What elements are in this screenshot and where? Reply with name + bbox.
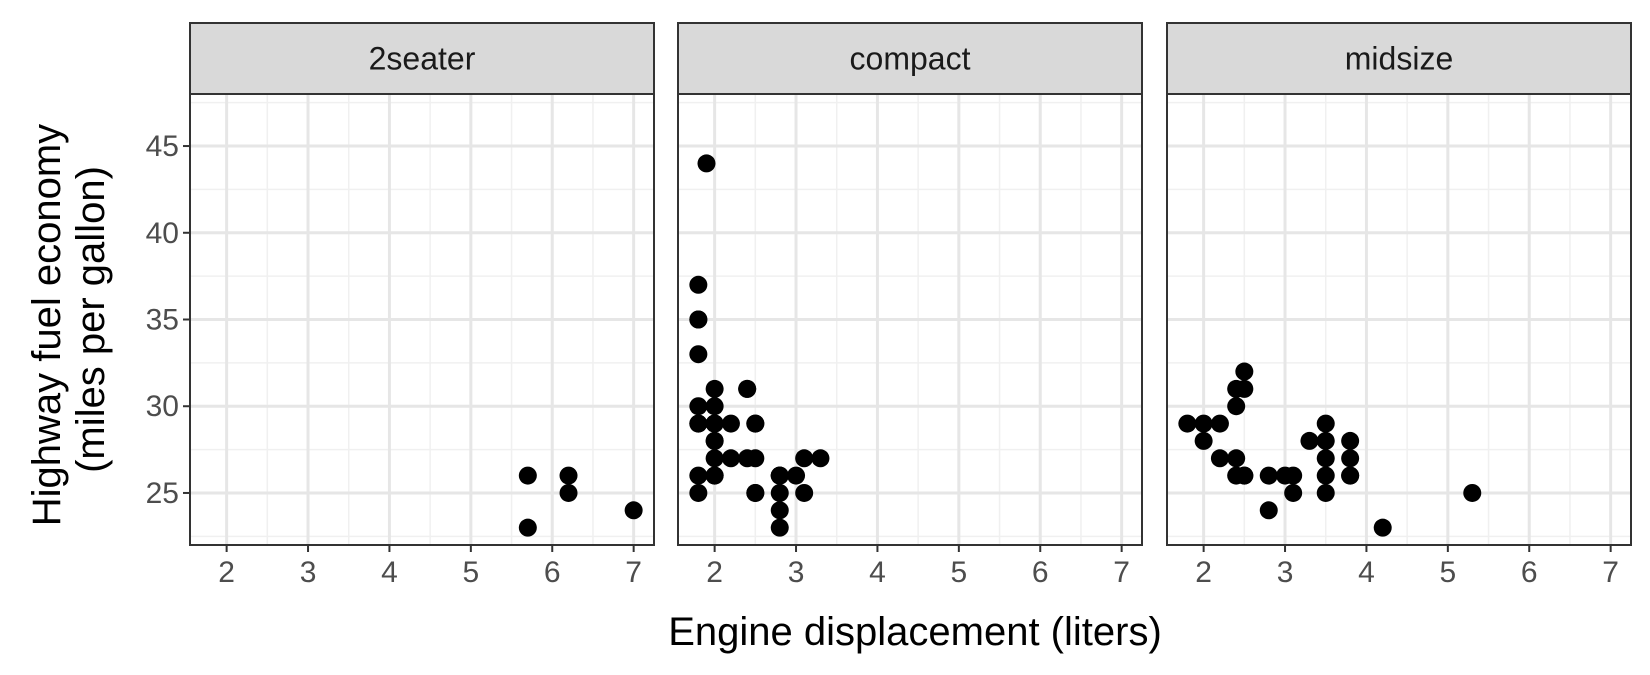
panel-border [677, 93, 1143, 546]
data-point [1463, 483, 1482, 502]
data-point [1316, 449, 1335, 468]
data-point [1235, 362, 1254, 381]
data-point [624, 501, 643, 520]
x-tick-label: 2 [218, 556, 235, 589]
data-point [1341, 466, 1360, 485]
x-axis-title: Engine displacement (liters) [668, 610, 1162, 654]
data-point [1284, 483, 1303, 502]
data-point [795, 449, 814, 468]
facet-strip-label: compact [850, 41, 971, 77]
data-point [559, 466, 578, 485]
data-point [689, 414, 708, 433]
facet-strip [189, 22, 655, 95]
y-tick-label: 25 [146, 477, 179, 510]
y-tick-label: 35 [146, 304, 179, 337]
data-point [1341, 449, 1360, 468]
x-tick-label: 6 [544, 556, 561, 589]
x-tick-label: 6 [1521, 556, 1538, 589]
data-point [1210, 414, 1229, 433]
x-tick-label: 7 [625, 556, 642, 589]
x-tick-label: 5 [1439, 556, 1456, 589]
data-point [721, 449, 740, 468]
data-point [1227, 379, 1246, 398]
x-tick-label: 3 [300, 556, 317, 589]
data-point [518, 518, 537, 537]
data-point [689, 310, 708, 329]
data-point [1235, 466, 1254, 485]
data-point [1284, 466, 1303, 485]
data-point [1300, 431, 1319, 450]
data-point [1194, 431, 1213, 450]
data-point [689, 275, 708, 294]
data-point [689, 466, 708, 485]
x-tick-label: 7 [1602, 556, 1619, 589]
y-tick-label: 30 [146, 390, 179, 423]
data-point [811, 449, 830, 468]
data-point [1316, 414, 1335, 433]
data-point [518, 466, 537, 485]
y-axis-title: Highway fuel economy (miles per gallon) [25, 113, 113, 527]
facet-panel-midsize: midsize 2 3 4 5 6 7 [1166, 22, 1632, 589]
panel-border [1166, 93, 1632, 546]
data-point [1316, 431, 1335, 450]
x-tick-label: 4 [381, 556, 398, 589]
x-tick-label: 4 [869, 556, 886, 589]
data-point [1178, 414, 1197, 433]
x-tick-label: 5 [462, 556, 479, 589]
data-point [738, 449, 757, 468]
x-tick-label: 3 [788, 556, 805, 589]
x-tick-label: 4 [1358, 556, 1375, 589]
data-point [1316, 483, 1335, 502]
data-point [705, 397, 724, 416]
x-tick-label: 6 [1032, 556, 1049, 589]
data-point [1259, 501, 1278, 520]
y-axis-title-line-1: Highway fuel economy [25, 124, 69, 526]
data-point [705, 431, 724, 450]
x-tick-label: 5 [950, 556, 967, 589]
data-point [1227, 449, 1246, 468]
data-point [689, 345, 708, 364]
data-point [1373, 518, 1392, 537]
data-point [705, 449, 724, 468]
data-point [705, 379, 724, 398]
data-point [770, 518, 789, 537]
y-tick-label: 40 [146, 217, 179, 250]
facet-strip [1166, 22, 1632, 95]
data-point [1259, 466, 1278, 485]
data-point [721, 414, 740, 433]
data-point [1341, 431, 1360, 450]
x-tick-label: 3 [1277, 556, 1294, 589]
data-point [746, 483, 765, 502]
facet-panel-compact: compact 2 3 4 5 6 7 [677, 22, 1143, 589]
facet-strip [677, 22, 1143, 95]
data-point [1210, 449, 1229, 468]
data-point [795, 483, 814, 502]
data-point [770, 483, 789, 502]
data-point [697, 154, 716, 173]
data-point [559, 483, 578, 502]
data-point [770, 501, 789, 520]
data-point [770, 466, 789, 485]
data-point [1194, 414, 1213, 433]
data-point [1227, 397, 1246, 416]
data-point [689, 397, 708, 416]
facet-strip-label: 2seater [369, 41, 476, 77]
data-point [787, 466, 806, 485]
data-point [738, 379, 757, 398]
x-tick-label: 2 [706, 556, 723, 589]
y-tick-label: 45 [146, 130, 179, 163]
facet-strip-label: midsize [1345, 41, 1453, 77]
data-point [705, 414, 724, 433]
data-point [746, 414, 765, 433]
x-tick-label: 7 [1113, 556, 1130, 589]
y-axis-title-line-2: (miles per gallon) [69, 166, 113, 473]
data-point [705, 466, 724, 485]
data-point [689, 483, 708, 502]
x-tick-label: 2 [1195, 556, 1212, 589]
data-point [1316, 466, 1335, 485]
